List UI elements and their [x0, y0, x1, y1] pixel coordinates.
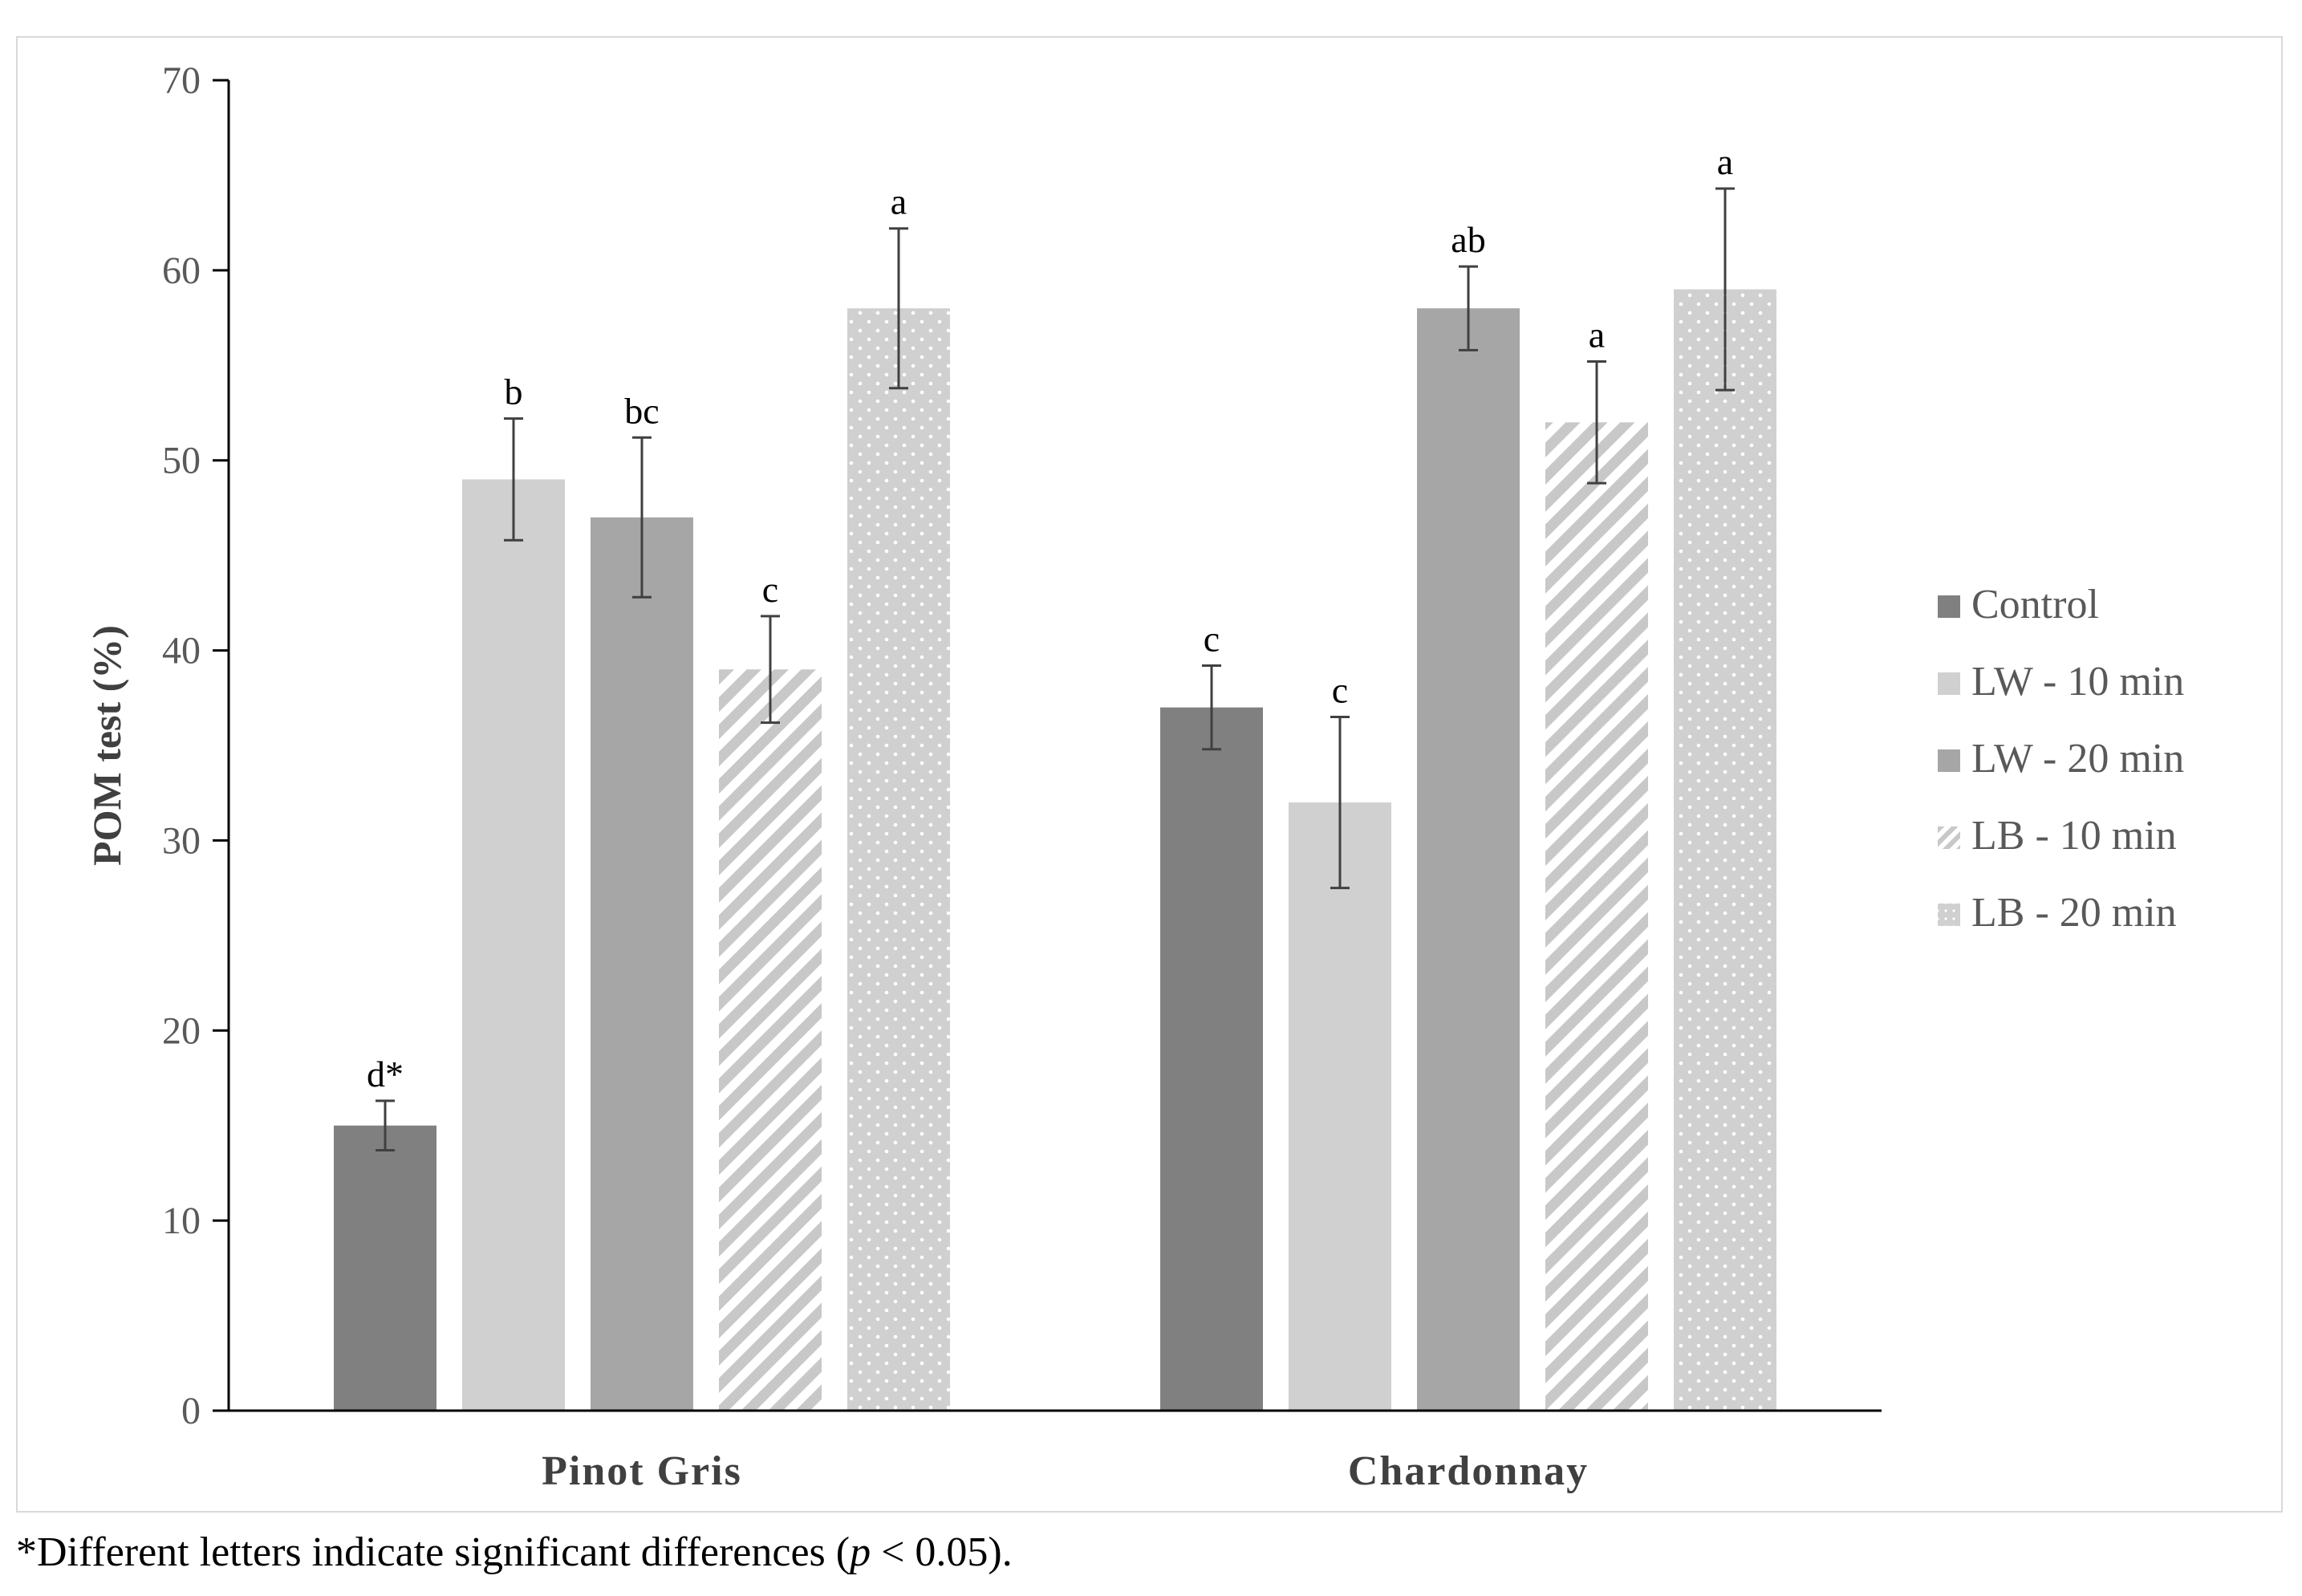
y-tick-label: 30 [162, 819, 201, 862]
bar-chardonnay-lb-10-min [1545, 422, 1648, 1411]
y-axis-title: POM test (%) [84, 625, 129, 866]
bar-chardonnay-lb-20-min [1674, 289, 1776, 1411]
footnote-suffix: < 0.05). [871, 1529, 1013, 1575]
legend-label-lb-20-min: LB - 20 min [1971, 890, 2177, 936]
legend-label-lw-20-min: LW - 20 min [1971, 736, 2184, 782]
chart-frame [16, 36, 2283, 1513]
y-tick-label: 20 [162, 1009, 201, 1052]
bar-pinot-gris-lw-10-min [462, 479, 565, 1411]
significance-label: a [1717, 141, 1733, 182]
significance-label: d* [367, 1054, 404, 1094]
y-tick-label: 70 [162, 59, 201, 102]
bar-pinot-gris-control [334, 1125, 436, 1411]
significance-label: c [762, 569, 778, 610]
footnote-prefix: *Different letters indicate significant … [16, 1529, 851, 1575]
y-tick-label: 10 [162, 1200, 201, 1242]
significance-label: a [1589, 315, 1605, 355]
significance-label: bc [624, 390, 659, 431]
legend-swatch-lb-20-min [1938, 904, 1960, 926]
significance-label: b [505, 372, 523, 412]
significance-label: a [891, 181, 907, 222]
legend-label-lb-10-min: LB - 10 min [1971, 813, 2177, 859]
y-tick-label: 40 [162, 630, 201, 672]
legend-swatch-lb-10-min [1938, 826, 1960, 849]
significance-label: ab [1451, 219, 1485, 260]
significance-label: c [1204, 619, 1220, 660]
legend-label-lw-10-min: LW - 10 min [1971, 659, 2184, 705]
footnote-p-symbol: p [850, 1529, 871, 1575]
legend-swatch-lw-10-min [1938, 672, 1960, 695]
legend-swatch-lw-20-min [1938, 749, 1960, 772]
bar-pinot-gris-lb-10-min [719, 669, 822, 1411]
bar-chardonnay-lw-10-min [1289, 802, 1391, 1411]
footnote: *Different letters indicate significant … [16, 1529, 1013, 1576]
bar-chardonnay-control [1160, 707, 1263, 1411]
y-tick-label: 60 [162, 250, 201, 292]
bar-pinot-gris-lb-20-min [847, 308, 950, 1411]
bar-chardonnay-lw-20-min [1417, 308, 1520, 1411]
y-tick-label: 50 [162, 440, 201, 482]
bar-pinot-gris-lw-20-min [591, 517, 693, 1411]
category-label-pinot-gris: Pinot Gris [542, 1448, 742, 1494]
y-tick-label: 0 [181, 1390, 201, 1432]
legend-swatch-control [1938, 595, 1960, 618]
category-label-chardonnay: Chardonnay [1348, 1448, 1589, 1494]
significance-label: c [1332, 669, 1348, 710]
legend-label-control: Control [1971, 582, 2099, 627]
